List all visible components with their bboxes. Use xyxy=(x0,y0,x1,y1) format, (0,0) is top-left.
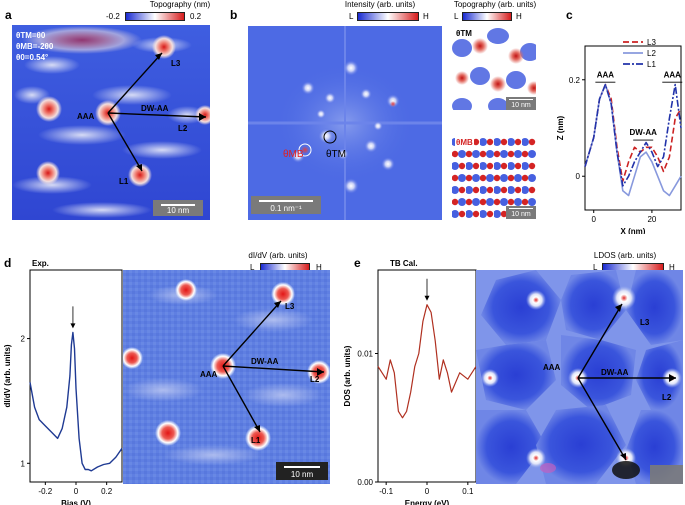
legend-label-l1: L1 xyxy=(647,60,656,69)
panel-d-label-dwaa: DW-AA xyxy=(251,357,279,366)
x-tick-label: 0 xyxy=(425,487,430,496)
panel-e-label: e xyxy=(354,256,361,270)
panel-e-dos-chart: -0.1 0 0.1 0.00 0.01 Energy (eV) DOS (arb. uni… xyxy=(343,269,477,505)
panel-e-label-aaa: AAA xyxy=(543,363,561,372)
x-tick-label: -0.1 xyxy=(379,487,393,496)
y-tick-label: 0.2 xyxy=(569,76,581,85)
panel-e-colorbar-title: LDOS (arb. units) xyxy=(593,251,657,260)
panel-b-colorbar xyxy=(357,12,419,21)
panel-b-inset-top-tag: θTM xyxy=(456,29,472,38)
x-axis-label: X (nm) xyxy=(621,227,646,234)
panel-e-colorbar-min: L xyxy=(593,263,598,272)
y-tick-label: 0.00 xyxy=(357,478,373,487)
panel-b-fft-map xyxy=(248,26,442,220)
panel-b-inset-colorbar-max: H xyxy=(516,12,522,21)
panel-b-colorbar-min: L xyxy=(349,12,354,21)
panel-d-label-aaa: AAA xyxy=(200,370,218,379)
panel-d-spectrum-chart: -0.2 0 0.2 1 2 Bias (V) dI/dV (arb. units) xyxy=(3,269,123,505)
panel-d-colorbar-max: H xyxy=(316,263,322,272)
x-tick-label: 0 xyxy=(592,215,597,224)
series-line-l3 xyxy=(584,83,682,182)
panel-a-colorbar xyxy=(125,12,185,21)
series-line-0 xyxy=(377,304,477,419)
panel-d-label-l3: L3 xyxy=(285,302,295,311)
x-tick-label: 0.2 xyxy=(101,487,113,496)
x-axis-label: Bias (V) xyxy=(61,499,91,505)
panel-e-colorbar-max: H xyxy=(669,263,675,272)
panel-b-colorbar-title: Intensity (arb. units) xyxy=(344,0,416,9)
x-axis-label: Energy (eV) xyxy=(405,499,450,505)
panel-a-colorbar-title: Topography (nm) xyxy=(149,0,211,9)
panel-a-colorbar-max: 0.2 xyxy=(190,12,202,21)
panel-a-label: a xyxy=(5,8,12,22)
panel-a-label-dwaa: DW-AA xyxy=(141,104,169,113)
y-axis-label: Z (nm) xyxy=(556,115,565,140)
y-axis-label: dI/dV (arb. units) xyxy=(3,344,12,407)
panel-b-theta-tm: θTM xyxy=(326,149,346,160)
panel-b-inset-bottom-scalebar: 10 nm xyxy=(506,206,536,219)
peak-arrow-head xyxy=(70,323,76,329)
panel-a-topography-map xyxy=(12,25,210,220)
panel-d-scalebar: 10 nm xyxy=(276,462,328,480)
panel-e-label-l2: L2 xyxy=(662,393,672,402)
panel-b-scalebar-label: 0.1 nm⁻¹ xyxy=(270,204,302,213)
panel-e-label-l3: L3 xyxy=(640,318,650,327)
panel-a-colorbar-min: -0.2 xyxy=(106,12,120,21)
panel-a-scalebar: 10 nm xyxy=(153,200,203,216)
panel-a-label-l1: L1 xyxy=(119,177,129,186)
panel-d-colorbar-min: L xyxy=(250,263,255,272)
panel-a-label-l3: L3 xyxy=(171,59,181,68)
panel-d-scalebar-label: 10 nm xyxy=(290,470,314,479)
panel-b-inset-theta-tm xyxy=(452,26,536,110)
panel-a-scalebar-label: 10 nm xyxy=(166,206,190,215)
panel-a-param-1: θTM=θ0 xyxy=(16,31,46,40)
y-tick-label: 1 xyxy=(21,459,26,468)
panel-b-colorbar-max: H xyxy=(423,12,429,21)
y-tick-label: 0.01 xyxy=(357,350,373,359)
panel-b-inset-bottom-scalebar-label: 10 nm xyxy=(511,211,531,218)
panel-b-inset-colorbar-title: Topography (arb. units) xyxy=(453,0,537,9)
plot-frame xyxy=(377,269,477,483)
panel-b-inset-top-scalebar: 10 nm xyxy=(506,97,536,110)
x-tick-label: -0.2 xyxy=(38,487,52,496)
panel-c-line-chart: 0 20 0 0.2 X (nm) Z (nm) AAA DW-AA AAA L3 L2 L1 xyxy=(556,38,683,234)
series-line-0 xyxy=(29,331,123,472)
legend-label-l3: L3 xyxy=(647,38,656,47)
y-tick-label: 0 xyxy=(576,172,581,181)
panel-d-label-l1: L1 xyxy=(251,436,261,445)
annotation-label: AAA xyxy=(664,70,682,79)
panel-e-tag: TB Cal. xyxy=(390,259,418,268)
y-tick-label: 2 xyxy=(21,335,26,344)
peak-arrow-head xyxy=(424,295,430,301)
panel-e-label-dwaa: DW-AA xyxy=(601,368,629,377)
panel-b-inset-colorbar-min: L xyxy=(454,12,459,21)
panel-a-label-l2: L2 xyxy=(178,124,188,133)
panel-b-inset-bottom-tag: θMB xyxy=(455,138,474,147)
x-tick-label: 20 xyxy=(647,215,656,224)
x-tick-label: 0.1 xyxy=(462,487,474,496)
legend-label-l2: L2 xyxy=(647,49,656,58)
panel-b-label: b xyxy=(230,8,238,22)
panel-a-label-aaa: AAA xyxy=(77,112,95,121)
annotation-label: AAA xyxy=(597,70,615,79)
panel-d-didv-map xyxy=(123,270,330,484)
panel-a-param-3: θ0=0.54° xyxy=(16,53,49,62)
x-tick-label: 0 xyxy=(74,487,79,496)
panel-b-inset-colorbar xyxy=(462,12,512,21)
y-axis-label: DOS (arb. units) xyxy=(343,345,352,406)
panel-d-label-l2: L2 xyxy=(310,375,320,384)
panel-c-label: c xyxy=(566,8,573,22)
panel-b-inset-top-scalebar-label: 10 nm xyxy=(511,102,531,109)
panel-a-param-2: θMB=-2θ0 xyxy=(16,42,54,51)
panel-b-theta-mb: θMB xyxy=(283,149,304,160)
panel-e-ldos-map xyxy=(476,270,683,484)
panel-d-tag: Exp. xyxy=(32,259,49,268)
panel-d-colorbar-title: dI/dV (arb. units) xyxy=(248,251,308,260)
panel-d-label: d xyxy=(4,256,12,270)
series-line-l1 xyxy=(584,83,682,187)
annotation-label: DW-AA xyxy=(629,128,657,137)
panel-b-scalebar: 0.1 nm⁻¹ xyxy=(251,196,321,214)
